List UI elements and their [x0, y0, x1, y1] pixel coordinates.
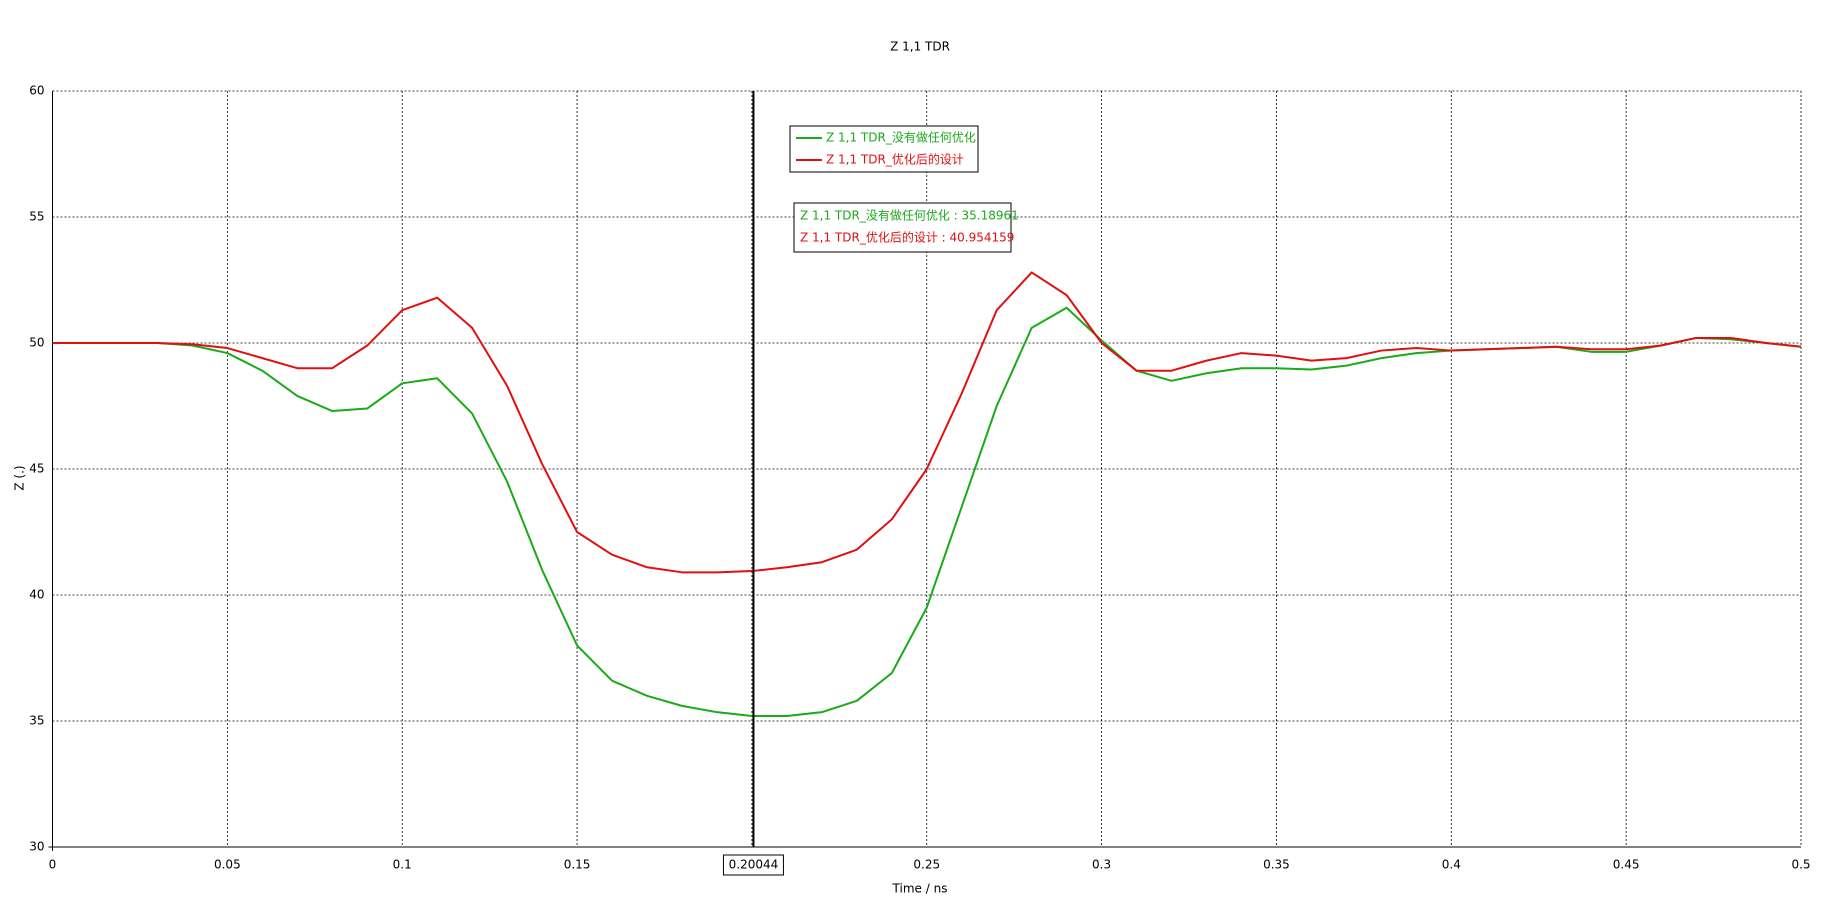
legend-label: Z 1,1 TDR_没有做任何优化	[826, 130, 976, 145]
x-tick-label: 0	[49, 858, 57, 872]
cursor-label-box	[722, 854, 784, 876]
series-line	[52, 271, 1802, 574]
chart-title: Z 1,1 TDR	[890, 40, 950, 54]
y-tick-label: 45	[29, 462, 44, 476]
x-axis-label: Time / ns	[892, 882, 948, 896]
y-tick-label: 60	[29, 84, 44, 98]
y-tick-label: 35	[29, 714, 44, 728]
x-tick-label: 0.4	[1442, 858, 1461, 872]
x-tick-label: 0.1	[393, 858, 412, 872]
readout-box	[793, 202, 1012, 253]
readout-text: Z 1,1 TDR_优化后的设计 : 40.954159	[800, 230, 1014, 245]
x-tick-label: 0.15	[564, 858, 591, 872]
y-tick-label: 30	[29, 840, 44, 854]
x-tick-label: 0.25	[913, 858, 940, 872]
x-tick-label: 0.5	[1791, 858, 1810, 872]
y-axis-label: Z (.)	[13, 465, 27, 490]
y-tick-label: 55	[29, 210, 44, 224]
y-tick-label: 40	[29, 588, 44, 602]
x-tick-label: 0.45	[1613, 858, 1640, 872]
readout-text: Z 1,1 TDR_没有做任何优化 : 35.18961	[800, 208, 1019, 223]
legend-box	[789, 125, 979, 173]
y-tick-label: 50	[29, 336, 44, 350]
x-tick-label: 0.35	[1263, 858, 1290, 872]
legend-label: Z 1,1 TDR_优化后的设计	[826, 152, 964, 167]
x-tick-label: 0.3	[1092, 858, 1111, 872]
cursor-label: 0.20044	[729, 858, 779, 872]
x-tick-label: 0.05	[214, 858, 241, 872]
